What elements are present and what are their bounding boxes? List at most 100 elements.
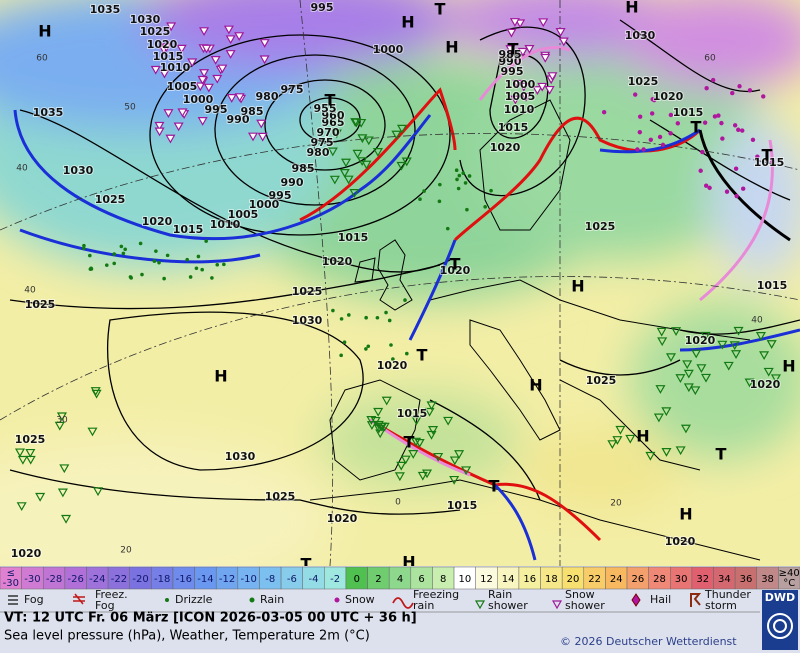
- isobar-label: 995: [205, 103, 228, 116]
- snow-symbol: [707, 185, 712, 191]
- snow-symbol: [702, 120, 708, 125]
- scale-label: 8: [440, 574, 446, 585]
- temperature-label: 0: [395, 498, 401, 508]
- snow-symbol: [648, 137, 654, 142]
- rain-symbol: [445, 226, 450, 231]
- rain-symbol: [81, 246, 86, 251]
- pressure-center: H: [402, 553, 415, 572]
- pressure-center: T: [404, 433, 415, 452]
- isobar-label: 1020: [685, 334, 716, 347]
- isobar-label: 1005: [167, 80, 198, 93]
- isobar-label: 1015: [447, 499, 478, 512]
- rain-shower-symbol: [615, 425, 626, 435]
- rain-shower-symbol: [700, 331, 711, 341]
- isobar-label: 1020: [11, 547, 42, 560]
- snow-symbol: [637, 129, 643, 135]
- snow-shower-symbol: [173, 122, 184, 132]
- rain-shower-symbol: [763, 367, 774, 377]
- snow-symbol: [732, 123, 738, 128]
- snow-symbol: [668, 112, 674, 118]
- rain-symbol: [418, 197, 422, 202]
- snow-shower-symbol: [558, 37, 569, 47]
- subtitle: Sea level pressure (hPa), Weather, Tempe…: [4, 629, 370, 644]
- isobar-label: 1020: [665, 535, 696, 548]
- isobar-label: 1005: [228, 208, 259, 221]
- rain-symbol: [185, 257, 189, 262]
- snow-symbol: [737, 84, 742, 89]
- fog-icon: [8, 595, 18, 605]
- scale-label: 34: [718, 574, 731, 585]
- rain-shower-symbol: [755, 332, 766, 341]
- rain-shower-symbol: [340, 158, 352, 168]
- rain-shower-symbol: [54, 421, 65, 431]
- scale-label: -22: [111, 574, 127, 585]
- pressure-center: T: [435, 0, 446, 19]
- rain-shower-symbol: [449, 456, 460, 466]
- isobar-label: 1015: [397, 407, 428, 420]
- rain-shower-symbol: [625, 434, 636, 444]
- scale-label: 30: [675, 574, 688, 585]
- temperature-label: 20: [610, 499, 622, 509]
- rain-symbol: [422, 189, 426, 193]
- snow-symbol: [635, 147, 640, 152]
- scale-label: 6: [418, 574, 424, 585]
- map-labels: 1035103010251020101510101005100099599098…: [10, 0, 796, 572]
- isobar-label: 1015: [673, 106, 704, 119]
- snow-shower-symbol: [509, 18, 520, 27]
- rain-symbol: [154, 249, 158, 253]
- snow-shower-symbol: [166, 22, 177, 32]
- isobar-label: 1000: [505, 78, 536, 91]
- isobar-label: 1020: [322, 255, 353, 268]
- rain-symbol: [210, 276, 214, 280]
- rain-shower-symbol: [57, 488, 68, 498]
- snow-shower-symbol: [177, 108, 188, 118]
- rain-shower-symbol: [428, 426, 439, 435]
- snow-shower-symbol: [544, 85, 555, 95]
- scale-label: -24: [89, 574, 105, 585]
- freezing-rain-icon: [392, 597, 414, 609]
- rain-shower-symbol: [327, 147, 338, 157]
- thunderstorm-icon: [690, 593, 702, 607]
- rain-symbol: [119, 244, 124, 249]
- snow-shower-symbol: [226, 94, 237, 103]
- scale-label: 38: [761, 574, 774, 585]
- snow-symbol: [704, 86, 709, 91]
- snow-symbol: [641, 147, 646, 152]
- pressure-center: H: [636, 427, 649, 446]
- isobar-label: 1020: [142, 215, 173, 228]
- rain-symbol: [438, 182, 442, 187]
- pressure-center: T: [762, 146, 773, 165]
- rain-shower-symbol: [363, 136, 374, 146]
- snow-shower-symbol: [225, 50, 236, 59]
- rain-symbol: [467, 174, 472, 178]
- pressure-center: T: [691, 118, 702, 137]
- rain-shower-symbol: [612, 436, 623, 445]
- rain-shower-symbol: [349, 189, 360, 198]
- isobar-label: 1025: [265, 490, 296, 503]
- legend-label: Snow: [345, 593, 375, 606]
- rain-shower-symbol: [683, 383, 694, 393]
- snow-shower-icon: [551, 600, 563, 610]
- scale-label: -8: [265, 574, 275, 585]
- legend-label: Fog: [95, 599, 115, 612]
- legend-label: Freezing: [413, 588, 459, 601]
- scale-label: -30: [24, 574, 40, 585]
- rain-symbol: [384, 310, 388, 315]
- rain-symbol: [461, 171, 466, 175]
- rain-shower-symbol: [682, 360, 693, 370]
- graticule: [0, 0, 800, 566]
- temperature-label: 50: [124, 103, 136, 113]
- rain-symbol: [331, 308, 335, 313]
- rain-symbol: [121, 251, 126, 256]
- rain-shower-symbol: [766, 340, 777, 349]
- snow-shower-symbol: [223, 25, 234, 35]
- temperature-label: 30: [56, 416, 68, 426]
- rain-shower-symbol: [410, 437, 422, 447]
- snow-icon: [334, 597, 340, 603]
- scale-label: -26: [68, 574, 84, 585]
- isobar-label: 1010: [504, 103, 535, 116]
- snow-symbol: [712, 114, 718, 119]
- pressure-center: H: [38, 22, 51, 41]
- isobar-label: 975: [311, 136, 334, 149]
- snow-symbol: [747, 88, 753, 93]
